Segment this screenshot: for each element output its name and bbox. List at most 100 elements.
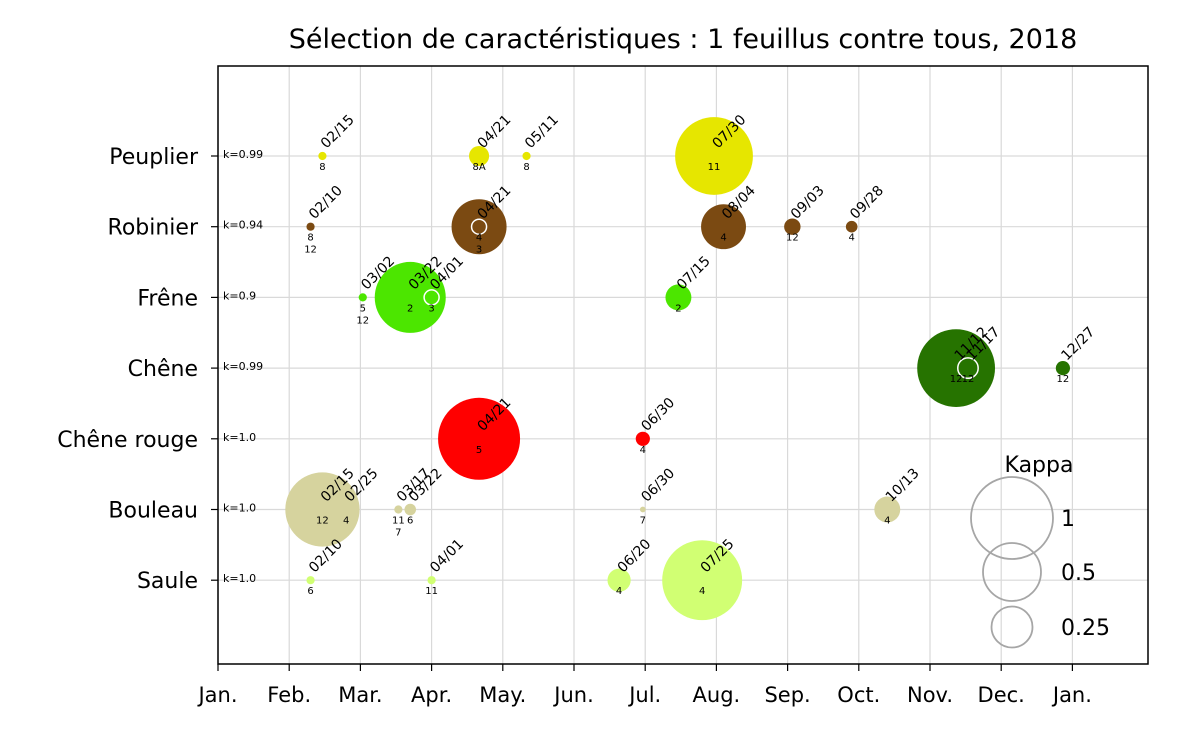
legend-label: 1 <box>1061 507 1075 532</box>
band-label: 11 <box>708 162 721 173</box>
band-label: 2 <box>407 303 413 314</box>
band-label: 6 <box>407 516 413 527</box>
y-axis: Peuplier Robinier Frêne Chêne Chêne rouge Bou… <box>57 145 218 594</box>
bubble <box>959 359 977 377</box>
band-label: 3 <box>428 303 434 314</box>
band-label: 5 <box>360 303 366 314</box>
bubble <box>394 505 403 514</box>
kappa-labels: k=0.99 k=0.94 k=0.9 k=0.99 k=1.0 k=1.0 k=1.0 <box>223 148 263 585</box>
y-tick-label: Robinier <box>108 216 199 241</box>
x-tick-label: Jan. <box>1051 683 1092 707</box>
band-label: 4 <box>476 233 482 244</box>
bubble <box>675 117 753 195</box>
band-label: 4 <box>699 586 705 597</box>
band-label: 8 <box>319 162 325 173</box>
legend-label: 0.5 <box>1061 561 1096 586</box>
x-tick-label: Jul. <box>627 683 661 707</box>
legend-swatch <box>990 605 1034 649</box>
bubble <box>639 506 646 513</box>
y-tick-label: Bouleau <box>108 499 198 524</box>
bubble <box>438 397 521 480</box>
legend: Kappa 1 0.5 0.25 <box>970 453 1110 649</box>
date-label: 12/27 <box>1058 324 1098 364</box>
legend-swatch <box>982 542 1042 602</box>
band-label: 4 <box>616 586 622 597</box>
x-tick-label: Sep. <box>764 683 810 707</box>
x-tick-label: Feb. <box>267 683 311 707</box>
plot-frame <box>217 65 1149 665</box>
date-label: 02/15 <box>318 112 358 152</box>
bubble <box>374 261 446 333</box>
kappa-label: k=0.99 <box>223 148 263 161</box>
x-tick-label: May. <box>479 683 526 707</box>
band-label: 3 <box>476 245 482 256</box>
date-label: 06/30 <box>638 395 678 435</box>
highlight-ring <box>957 357 979 380</box>
bubble <box>784 218 801 235</box>
kappa-label: k=0.94 <box>223 219 263 232</box>
highlight-ring <box>423 289 440 306</box>
bubble <box>427 576 436 585</box>
band-label: 7 <box>640 516 646 527</box>
band-label: 12 <box>1057 374 1070 385</box>
x-tick-label: Apr. <box>411 683 452 707</box>
bubbles: 02/15804/218A05/11807/301102/1081204/214… <box>285 112 1098 621</box>
x-axis: Jan. Feb. Mar. Apr. May. Jun. Jul. Aug. Sep. Oct.… <box>196 664 1092 707</box>
kappa-label: k=0.9 <box>223 289 256 302</box>
x-tick-label: Oct. <box>837 683 880 707</box>
date-label: 10/13 <box>883 465 923 505</box>
bubble <box>917 329 996 407</box>
band-label: 4 <box>720 233 726 244</box>
date-label: 05/11 <box>522 112 562 152</box>
band-label: 4 <box>848 233 854 244</box>
bubble <box>306 576 315 585</box>
bubble <box>422 288 441 307</box>
bubble <box>522 151 531 161</box>
x-tick-label: Jan. <box>196 683 237 707</box>
band-label: 11 <box>392 516 405 527</box>
band-label: 12 <box>962 374 975 385</box>
x-tick-label: Mar. <box>338 683 382 707</box>
bubble <box>306 222 315 231</box>
date-label: 07/15 <box>674 253 714 293</box>
bubble <box>662 540 743 621</box>
y-tick-label: Frêne <box>137 286 198 311</box>
band-label: 12 <box>316 516 329 527</box>
date-label: 04/21 <box>475 112 515 152</box>
chart-title: Sélection de caractéristiques : 1 feuill… <box>289 24 1078 55</box>
date-label: 04/01 <box>427 536 467 576</box>
x-tick-label: Nov. <box>907 683 953 707</box>
legend-label: 0.25 <box>1061 616 1110 641</box>
bubble <box>874 496 901 523</box>
bubble <box>607 568 631 592</box>
date-label: 09/28 <box>847 183 887 223</box>
date-label: 06/30 <box>638 465 678 505</box>
x-tick-label: Dec. <box>978 683 1025 707</box>
x-tick-label: Jun. <box>552 683 594 707</box>
band-label: 4 <box>640 445 646 456</box>
bubble <box>334 497 358 522</box>
bubble <box>635 431 650 446</box>
y-tick-label: Peuplier <box>109 145 199 170</box>
y-tick-label: Chêne rouge <box>57 428 198 453</box>
legend-swatch <box>970 476 1054 560</box>
kappa-label: k=1.0 <box>223 431 256 444</box>
bubble <box>285 472 360 547</box>
bubble <box>1055 360 1071 376</box>
bubble <box>665 284 692 311</box>
highlight-ring <box>470 218 488 235</box>
y-tick-label: Saule <box>137 569 198 594</box>
band-label: 11 <box>425 586 438 597</box>
band-label: 4 <box>884 516 890 527</box>
bubble <box>701 204 746 250</box>
band-label: 12 <box>950 374 963 385</box>
band-label: 7 <box>395 528 401 539</box>
y-tick-label: Chêne <box>128 357 198 382</box>
band-label: 12 <box>356 315 369 326</box>
date-label: 09/03 <box>788 183 828 223</box>
band-label: 6 <box>307 586 313 597</box>
band-label: 4 <box>343 516 349 527</box>
date-label: 06/20 <box>615 536 655 576</box>
